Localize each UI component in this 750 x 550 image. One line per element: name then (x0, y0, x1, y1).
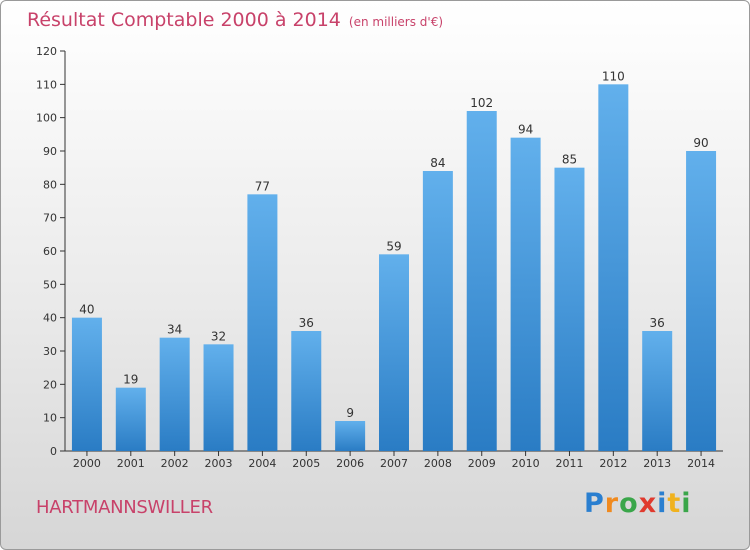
x-tick-label: 2014 (687, 457, 715, 470)
x-tick-label: 2012 (599, 457, 627, 470)
y-tick-label: 70 (43, 212, 57, 225)
bar (554, 167, 585, 451)
data-label: 36 (299, 316, 314, 330)
x-tick-label: 2004 (248, 457, 276, 470)
y-tick-label: 30 (43, 345, 57, 358)
data-label: 19 (123, 373, 138, 387)
chart-subtitle: (en milliers d'€) (348, 15, 444, 29)
bar (291, 331, 322, 451)
y-tick-label: 120 (36, 45, 57, 58)
y-tick-label: 0 (50, 445, 57, 458)
data-label: 90 (693, 136, 708, 150)
logo-letter: i (657, 488, 668, 519)
y-tick-label: 90 (43, 145, 57, 158)
x-tick-label: 2011 (555, 457, 583, 470)
proxiti-logo: Proxiti (584, 488, 692, 519)
x-tick-label: 2013 (643, 457, 671, 470)
data-label: 34 (167, 323, 182, 337)
bar (335, 421, 366, 451)
data-label: 40 (79, 303, 94, 317)
y-tick-label: 60 (43, 245, 57, 258)
bar (203, 344, 234, 451)
x-tick-label: 2006 (336, 457, 364, 470)
bar (422, 171, 453, 451)
bar (510, 137, 541, 451)
chart-title: Résultat Comptable 2000 à 2014 (en millie… (27, 9, 443, 31)
data-label: 32 (211, 329, 226, 343)
x-tick-label: 2002 (161, 457, 189, 470)
y-tick-label: 50 (43, 278, 57, 291)
x-tick-label: 2005 (292, 457, 320, 470)
y-tick-label: 20 (43, 378, 57, 391)
x-tick-label: 2007 (380, 457, 408, 470)
logo-letter: i (681, 488, 692, 519)
y-tick-label: 80 (43, 178, 57, 191)
data-label: 36 (650, 316, 665, 330)
logo-letter: o (619, 488, 639, 519)
data-label: 85 (562, 153, 577, 167)
logo-letter: P (584, 488, 605, 519)
bar (115, 387, 146, 451)
bar (686, 151, 717, 451)
data-label: 84 (430, 156, 445, 170)
x-tick-label: 2009 (468, 457, 496, 470)
chart-title-text: Résultat Comptable 2000 à 2014 (27, 9, 341, 31)
bar (247, 194, 278, 452)
logo-letter: t (667, 488, 682, 519)
bar (642, 331, 673, 451)
y-tick-label: 40 (43, 312, 57, 325)
data-label: 9 (346, 406, 354, 420)
x-tick-label: 2003 (205, 457, 233, 470)
x-tick-label: 2008 (424, 457, 452, 470)
data-label: 59 (386, 239, 401, 253)
bar (71, 317, 102, 451)
bar (159, 337, 190, 451)
logo-letter: x (638, 488, 658, 519)
data-label: 110 (602, 69, 625, 83)
data-label: 77 (255, 179, 270, 193)
bar (379, 254, 409, 451)
x-tick-label: 2001 (117, 457, 145, 470)
x-tick-label: 2010 (512, 457, 540, 470)
data-label: 94 (518, 123, 533, 137)
bars: 40 19 34 32 77 36 9 59 84 102 94 85 110 36 90 (71, 69, 717, 452)
logo-letter: r (604, 488, 620, 519)
y-tick-label: 100 (36, 112, 57, 125)
y-tick-label: 10 (43, 412, 57, 425)
data-label: 102 (470, 96, 493, 110)
commune-name: HARTMANNSWILLER (36, 497, 213, 518)
y-tick-label: 110 (36, 78, 57, 91)
bar (598, 84, 629, 451)
x-tick-label: 2000 (73, 457, 101, 470)
bar (466, 111, 497, 451)
